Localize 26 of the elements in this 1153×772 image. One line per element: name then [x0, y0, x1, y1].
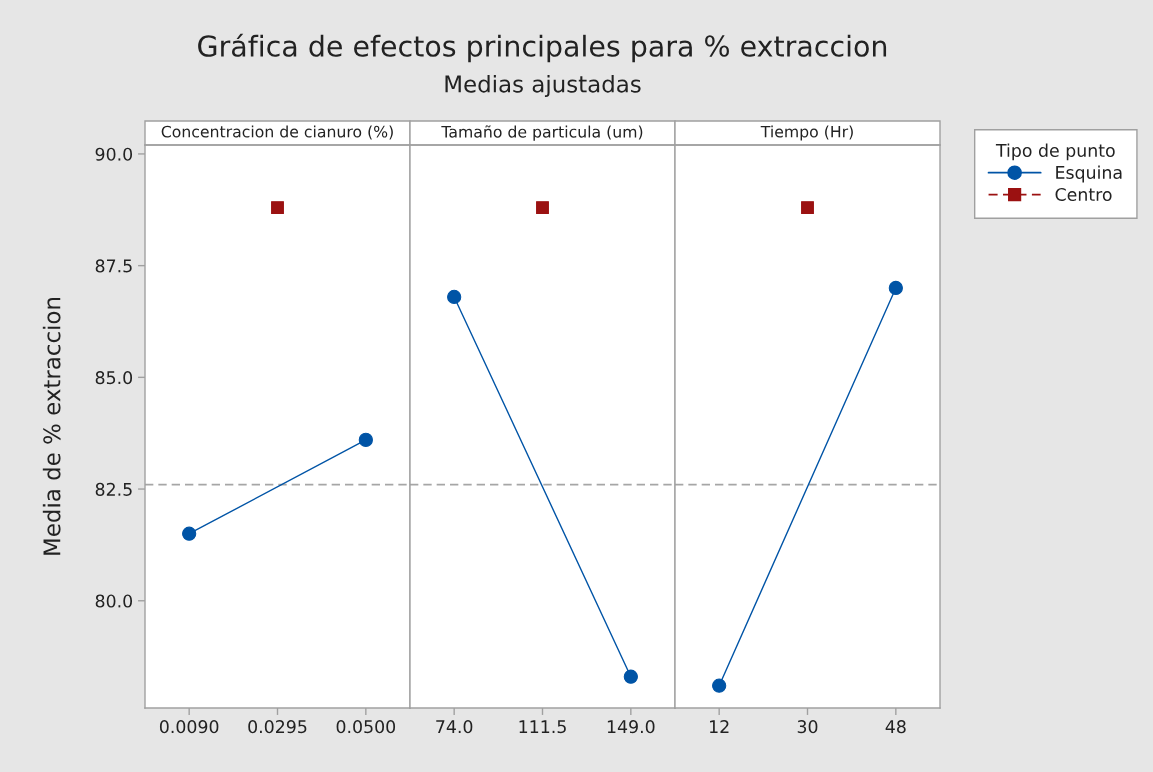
- x-tick-label: 111.5: [519, 720, 566, 734]
- x-tick-label: 0.0090: [159, 720, 219, 734]
- legend-label: Centro: [1055, 187, 1112, 202]
- point: [271, 201, 284, 214]
- y-axis-title: Media de % extraccion: [42, 297, 61, 555]
- x-tick-label: 74.0: [436, 720, 473, 734]
- x-axis-title: Tamaño de particula (um): [441, 125, 643, 141]
- point: [358, 432, 373, 448]
- x-tick-label: 0.0500: [336, 720, 396, 734]
- y-tick-label: 87.5: [95, 259, 132, 273]
- legend-label: Esquina: [1056, 165, 1122, 183]
- x-axis-title: Tiempo (Hr): [760, 125, 853, 141]
- chart-subtitle: Medias ajustadas: [445, 74, 641, 98]
- chart-title: Gráfica de efectos principales para % extraccion: [198, 33, 887, 63]
- x-tick-label: 30: [797, 720, 818, 734]
- y-tick-label: 80.0: [95, 594, 133, 608]
- legend-title: Tipo de punto: [995, 143, 1115, 161]
- y-tick-label: 90.0: [95, 147, 133, 161]
- y-tick-label: 85.0: [95, 371, 133, 385]
- x-axis-title: Concentracion de cianuro (%): [161, 125, 393, 140]
- y-tick-label: 82.5: [95, 482, 132, 496]
- x-tick-label: 48: [885, 720, 906, 734]
- point: [182, 526, 197, 541]
- x-tick-label: 149.0: [607, 720, 655, 734]
- x-tick-label: 0.0295: [248, 720, 307, 734]
- x-tick-label: 12: [710, 720, 729, 733]
